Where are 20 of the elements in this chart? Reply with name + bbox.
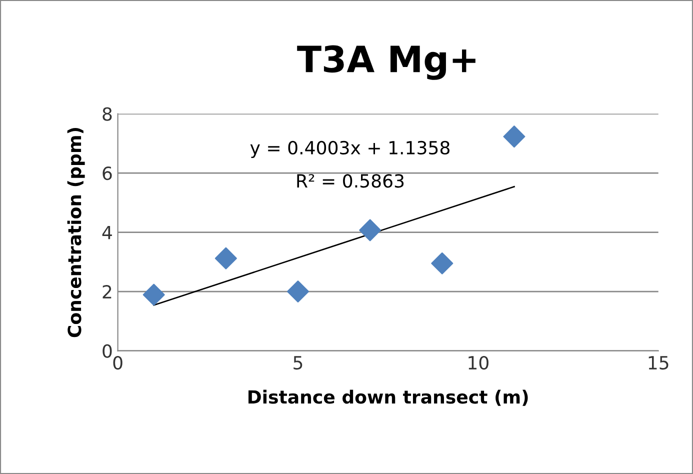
- y-tick-label: 6: [102, 166, 112, 180]
- y-tick-label: 0: [102, 344, 112, 358]
- y-tick-label: 4: [102, 226, 112, 240]
- annotation: y = 0.4003x + 1.1358: [250, 140, 450, 158]
- x-tick-label: 5: [294, 356, 302, 370]
- x-tick-label: 15: [648, 356, 668, 370]
- point: [286, 280, 309, 303]
- x-axis-title: Distance down transect (m): [248, 390, 528, 406]
- point: [142, 284, 165, 306]
- point: [503, 126, 526, 148]
- point: [214, 247, 237, 270]
- x-tick-label: 10: [468, 356, 488, 370]
- annotation: R² = 0.5863: [297, 174, 404, 188]
- x-tick-label: 0: [113, 356, 122, 370]
- point: [431, 252, 454, 274]
- y-axis-title: Concentration (ppm): [67, 128, 85, 338]
- chart-title: T3A Mg+: [297, 45, 476, 80]
- y-tick-label: 2: [102, 284, 112, 298]
- y-tick-label: 8: [102, 107, 112, 121]
- point: [359, 219, 382, 242]
